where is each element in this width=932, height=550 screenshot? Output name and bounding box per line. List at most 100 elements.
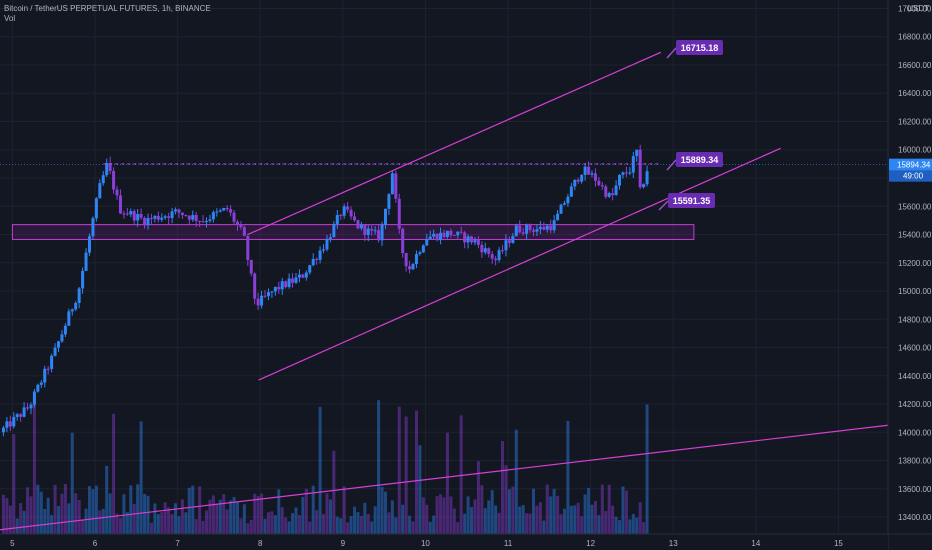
- volume-bar: [87, 486, 91, 534]
- candle-body: [600, 185, 604, 187]
- candle-body: [439, 232, 443, 241]
- trendlines[interactable]: [0, 51, 889, 531]
- candle-body: [614, 185, 618, 195]
- volume-bar: [559, 514, 563, 534]
- volume-bar: [566, 420, 570, 534]
- trendline-channel-upper: [247, 51, 662, 236]
- volume-bar: [525, 513, 529, 534]
- volume-bar: [22, 510, 26, 534]
- volume-bar: [277, 489, 281, 534]
- volume-bar: [645, 404, 649, 534]
- candle-body: [194, 215, 198, 222]
- price-tick-label: 14800.00: [898, 315, 932, 324]
- candle-body: [370, 228, 374, 231]
- volume-bar: [122, 494, 126, 534]
- candle-body: [301, 274, 305, 278]
- volume-bar: [414, 410, 418, 534]
- candle-body: [359, 224, 363, 229]
- volume-bar: [98, 510, 102, 534]
- candle-body: [432, 233, 436, 237]
- candle-body: [208, 219, 212, 221]
- callout-pointer: [658, 200, 669, 211]
- price-tick-label: 15200.00: [898, 259, 932, 268]
- volume-bar: [112, 414, 116, 534]
- volume-bar: [332, 450, 336, 534]
- volume-bar: [583, 494, 587, 534]
- candle-body: [511, 236, 515, 243]
- candle-body: [84, 252, 88, 271]
- candle-body: [112, 171, 116, 190]
- volume-bar: [514, 429, 518, 534]
- candle-body: [531, 230, 535, 232]
- volume-bar: [483, 508, 487, 534]
- candle-body: [136, 214, 140, 221]
- volume-bar: [353, 506, 357, 534]
- volume-bar: [201, 520, 205, 534]
- candle-body: [377, 230, 381, 241]
- candle-body: [390, 173, 394, 195]
- candle-body: [604, 186, 608, 197]
- callout-pointer: [666, 159, 677, 171]
- volume-bar: [156, 514, 160, 534]
- candle-body: [67, 311, 71, 326]
- volume-bar: [377, 400, 381, 534]
- candle-body: [270, 291, 274, 293]
- candle-body: [198, 221, 202, 223]
- volume-bar: [115, 513, 119, 534]
- candle-body: [445, 230, 449, 237]
- candle-body: [284, 281, 288, 288]
- volume-bar: [359, 515, 363, 534]
- candle-body: [115, 189, 119, 196]
- candle-body: [12, 416, 16, 427]
- candle-body: [29, 404, 33, 409]
- price-axis[interactable]: USDT 13400.00 13600.00 13800.00 14000.00 1420…: [887, 0, 932, 550]
- candlesticks[interactable]: [1, 144, 649, 437]
- price-tick-label: 16000.00: [898, 146, 932, 155]
- candle-body: [149, 218, 153, 220]
- volume-bar: [545, 484, 549, 534]
- candle-body: [294, 277, 298, 283]
- candle-body: [91, 218, 95, 237]
- candle-body: [470, 236, 474, 243]
- volume-bar: [53, 484, 57, 534]
- volume-bar: [26, 487, 30, 534]
- candle-body: [167, 216, 171, 218]
- candle-body: [253, 273, 257, 299]
- candle-body: [43, 368, 47, 383]
- candle-body: [528, 224, 532, 231]
- candle-body: [53, 347, 57, 356]
- volume-bar: [39, 491, 43, 534]
- candle-body: [32, 391, 36, 405]
- volume-bar: [232, 496, 236, 534]
- volume-bar: [363, 502, 367, 534]
- candle-body: [366, 228, 370, 235]
- symbol-title[interactable]: Bitcoin / TetherUS PERPETUAL FUTURES, 1h…: [4, 4, 211, 13]
- candle-body: [160, 217, 164, 220]
- candle-body: [108, 162, 112, 172]
- time-axis-bg: [0, 534, 888, 550]
- candle-body: [490, 254, 494, 259]
- volume-bar: [638, 502, 642, 534]
- candle-body: [311, 258, 315, 266]
- volume-bar: [569, 505, 573, 534]
- candle-body: [205, 220, 209, 222]
- price-callouts[interactable]: 16715.18 15889.34 15591.35: [658, 40, 723, 211]
- volume-bar: [8, 505, 12, 534]
- candle-body: [346, 206, 350, 210]
- volume-bar: [239, 518, 243, 534]
- volume-bar: [225, 509, 229, 534]
- candle-body: [607, 193, 611, 197]
- candle-body: [576, 179, 580, 182]
- volume-bar: [394, 517, 398, 534]
- volume-bar: [253, 493, 257, 534]
- candle-body: [184, 215, 188, 217]
- price-tick-label: 13400.00: [898, 513, 932, 522]
- time-axis[interactable]: 5 6 7 8 9 10 11 12 13 14 15: [0, 533, 932, 550]
- candle-body: [435, 233, 439, 241]
- volume-bar: [163, 502, 167, 534]
- volume-bar: [576, 502, 580, 534]
- price-tick-label: 16200.00: [898, 117, 932, 126]
- volume-bar: [32, 393, 36, 534]
- volume-bar: [490, 490, 494, 534]
